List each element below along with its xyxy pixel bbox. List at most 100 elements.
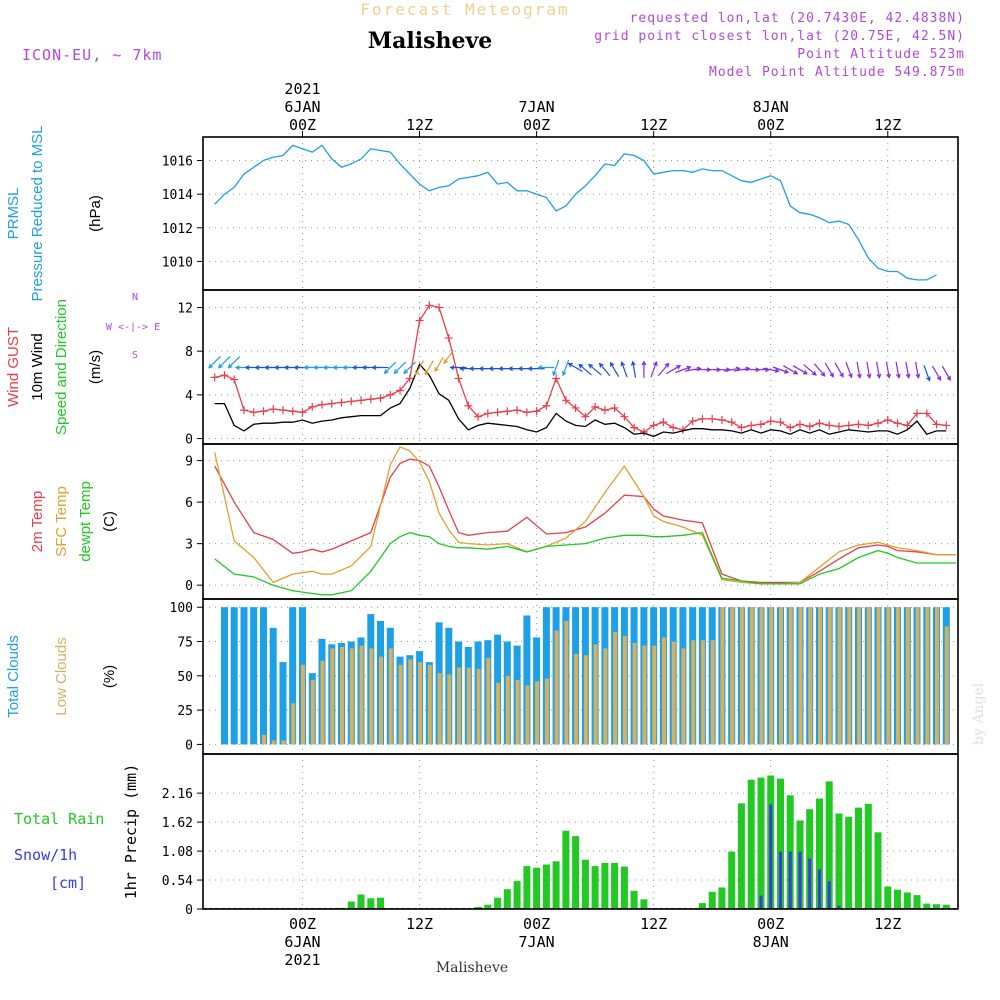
wind-direction-arrow bbox=[403, 361, 416, 375]
low_clouds-bar bbox=[915, 607, 920, 745]
rain-bar bbox=[942, 904, 950, 909]
rain-bar bbox=[728, 851, 736, 909]
low_clouds-bar bbox=[310, 679, 315, 745]
low_clouds-bar bbox=[447, 674, 452, 745]
gust-marker bbox=[708, 414, 717, 423]
gust-marker bbox=[454, 374, 463, 383]
gust-marker bbox=[415, 316, 424, 325]
total_clouds-bar bbox=[230, 607, 238, 745]
bottom-time-label: 00Z bbox=[289, 915, 316, 933]
bottom-time-label: 00Z bbox=[757, 915, 784, 933]
low_clouds-bar bbox=[827, 607, 832, 745]
wind-direction-arrow bbox=[856, 361, 862, 379]
top-time-label: 12Z bbox=[406, 116, 433, 134]
wind-direction-arrow bbox=[657, 362, 670, 377]
gust-marker bbox=[210, 373, 219, 382]
panel-label: Total Rain bbox=[14, 810, 104, 828]
rain-bar bbox=[601, 862, 609, 909]
rain-bar bbox=[874, 832, 882, 909]
wind-direction-arrow bbox=[876, 361, 882, 379]
wind-direction-arrow bbox=[620, 361, 628, 378]
top-time-label: 2021 bbox=[284, 80, 320, 98]
wind-direction-arrow bbox=[598, 362, 611, 377]
low_clouds-bar bbox=[691, 640, 696, 745]
gust-marker bbox=[737, 423, 746, 432]
wind-direction-arrow bbox=[941, 365, 951, 381]
footer-location: Malisheve bbox=[436, 960, 508, 976]
panel-label: (C) bbox=[101, 511, 118, 532]
gust-marker bbox=[883, 415, 892, 424]
header-top-label: Forecast Meteogram bbox=[360, 0, 569, 19]
gust-marker bbox=[639, 427, 648, 436]
rain-bar bbox=[620, 866, 628, 909]
panel-label: Wind GUST bbox=[5, 327, 22, 407]
low_clouds-bar bbox=[262, 734, 266, 745]
low_clouds-bar bbox=[866, 607, 871, 745]
total_clouds-bar bbox=[240, 607, 248, 745]
gust-marker bbox=[366, 395, 375, 404]
rain-bar bbox=[708, 891, 716, 909]
total_clouds-bar bbox=[260, 607, 267, 745]
gust-marker bbox=[610, 403, 619, 412]
panel-label: 10m Wind bbox=[29, 333, 46, 401]
wind-direction-arrow bbox=[641, 360, 647, 378]
compass-east-west: W <-|-> E bbox=[106, 322, 160, 333]
gust-marker bbox=[552, 374, 561, 383]
snow-bar bbox=[788, 851, 792, 909]
low_clouds-bar bbox=[349, 648, 354, 745]
rain-bar bbox=[513, 881, 521, 909]
total_clouds-bar bbox=[523, 615, 531, 745]
gust-marker bbox=[659, 418, 668, 427]
gust-marker bbox=[649, 421, 658, 430]
wind-direction-arrow bbox=[675, 365, 692, 374]
panel-label: 1hr Precip (mm) bbox=[122, 764, 140, 899]
gust-marker bbox=[913, 409, 922, 418]
t2m-line bbox=[214, 458, 956, 584]
y-tick-label: 1016 bbox=[162, 155, 193, 170]
gust-marker bbox=[269, 405, 278, 414]
gust-marker bbox=[503, 407, 512, 416]
gust-marker bbox=[688, 417, 697, 426]
wind-direction-arrow bbox=[630, 360, 637, 378]
header-location: Malisheve bbox=[368, 28, 492, 54]
rain-bar bbox=[757, 777, 765, 909]
snow-bar bbox=[759, 895, 763, 909]
low_clouds-bar bbox=[583, 655, 588, 745]
snow-bar bbox=[798, 851, 802, 909]
gust-marker bbox=[327, 399, 336, 408]
low_clouds-bar bbox=[291, 703, 296, 745]
rain-bar bbox=[562, 830, 570, 909]
low_clouds-bar bbox=[847, 607, 852, 745]
top-time-label: 00Z bbox=[289, 116, 316, 134]
rain-bar bbox=[523, 866, 531, 909]
rain-bar bbox=[572, 836, 580, 909]
wind-direction-arrow bbox=[415, 360, 425, 376]
low_clouds-bar bbox=[769, 607, 774, 745]
wind-direction-arrow bbox=[866, 361, 872, 379]
low_clouds-bar bbox=[798, 607, 803, 745]
wind-direction-arrow bbox=[208, 355, 221, 369]
y-tick-label: 12 bbox=[177, 301, 193, 316]
low_clouds-bar bbox=[388, 648, 393, 745]
rain-bar bbox=[923, 903, 931, 909]
rain-bar bbox=[630, 890, 638, 909]
header-grid-point: grid point closest lon,lat (20.75E, 42.5… bbox=[594, 29, 965, 44]
gust-marker bbox=[942, 421, 951, 430]
low_clouds-bar bbox=[359, 645, 364, 745]
bottom-time-label: 6JAN bbox=[284, 933, 320, 951]
wind-direction-arrow bbox=[393, 361, 407, 375]
rain-bar bbox=[377, 897, 384, 909]
panel-label: (%) bbox=[101, 665, 118, 688]
rain-bar bbox=[357, 894, 365, 909]
low_clouds-bar bbox=[730, 607, 735, 745]
panel-frame bbox=[202, 136, 959, 291]
y-tick-label: 4 bbox=[185, 389, 193, 404]
rain-bar bbox=[494, 897, 502, 909]
wind-direction-arrow bbox=[609, 361, 620, 377]
gust-marker bbox=[766, 417, 775, 426]
gust-marker bbox=[425, 301, 434, 310]
gust-marker bbox=[347, 397, 356, 406]
wind-direction-arrow bbox=[588, 363, 602, 376]
snow-bar bbox=[779, 851, 782, 909]
